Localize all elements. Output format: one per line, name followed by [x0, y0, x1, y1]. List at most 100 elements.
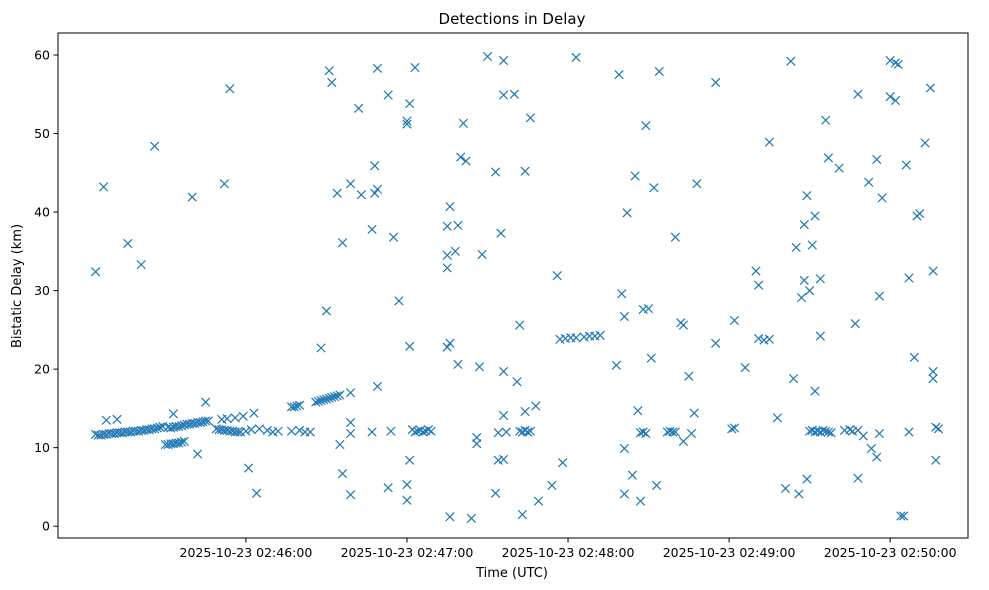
data-point: [123, 238, 133, 249]
data-point: [643, 304, 654, 314]
data-point: [327, 392, 337, 403]
data-point: [313, 396, 324, 406]
data-point: [619, 489, 630, 499]
x-tick-label: 2025-10-23 02:50:00: [824, 545, 957, 560]
data-point: [418, 427, 428, 437]
data-point: [356, 190, 366, 200]
y-tick-label: 50: [34, 126, 50, 141]
data-point: [458, 118, 468, 128]
data-point: [558, 457, 568, 468]
data-point: [872, 154, 882, 165]
data-point: [864, 177, 874, 187]
data-point: [305, 427, 315, 437]
data-point: [354, 103, 364, 114]
data-point: [324, 393, 334, 403]
data-point: [928, 366, 938, 377]
data-point: [187, 192, 197, 202]
data-point: [595, 330, 605, 340]
x-axis-ticks: 2025-10-23 02:46:00 2025-10-23 02:47:00 20…: [180, 538, 957, 560]
data-point: [402, 479, 412, 490]
y-axis-ticks: 0 10 20 30 40 50 60: [34, 47, 58, 534]
data-point: [203, 416, 213, 426]
data-point: [686, 428, 697, 439]
data-point: [112, 414, 122, 425]
data-point: [866, 443, 876, 454]
data-point: [482, 51, 493, 62]
data-point: [176, 421, 187, 431]
data-point: [788, 373, 799, 384]
data-point: [641, 121, 651, 131]
data-point: [402, 495, 412, 505]
y-tick-label: 30: [34, 283, 50, 298]
data-point: [370, 161, 380, 171]
data-point: [630, 171, 640, 181]
data-point: [152, 423, 162, 433]
y-tick-label: 0: [42, 519, 50, 534]
data-point: [512, 377, 522, 387]
data-point: [345, 428, 356, 439]
data-point: [332, 188, 342, 198]
data-point: [461, 156, 471, 166]
data-point: [764, 137, 774, 147]
data-markers: [90, 51, 944, 523]
x-tick-label: 2025-10-23 02:47:00: [341, 545, 474, 560]
data-point: [727, 424, 737, 434]
data-point: [337, 238, 348, 248]
data-point: [383, 483, 393, 493]
data-point: [321, 306, 332, 316]
data-point: [520, 406, 530, 417]
data-point: [619, 443, 630, 454]
data-point: [477, 249, 487, 260]
data-point: [150, 141, 160, 151]
data-point: [176, 437, 187, 447]
data-point: [405, 99, 415, 109]
data-point: [920, 138, 930, 148]
data-point: [466, 513, 477, 523]
data-point: [925, 83, 936, 93]
data-point: [802, 190, 812, 201]
data-point: [292, 401, 302, 411]
data-point: [445, 338, 455, 348]
y-tick-label: 10: [34, 440, 50, 455]
data-point: [201, 416, 211, 426]
data-point: [405, 341, 415, 351]
data-point: [853, 89, 863, 99]
data-point: [711, 338, 721, 348]
data-point: [294, 425, 305, 436]
data-point: [501, 427, 511, 437]
data-point: [850, 318, 860, 329]
data-point: [799, 220, 809, 230]
data-point: [166, 423, 176, 433]
data-point: [219, 179, 230, 189]
data-point: [571, 52, 581, 62]
data-point: [386, 426, 396, 436]
data-point: [858, 431, 868, 441]
data-point: [426, 426, 436, 436]
data-point: [791, 242, 801, 253]
data-point: [136, 260, 146, 270]
data-point: [372, 63, 383, 73]
data-point: [772, 413, 783, 423]
data-point: [670, 427, 681, 437]
data-point: [796, 293, 807, 303]
data-point: [678, 320, 689, 330]
x-tick-label: 2025-10-23 02:48:00: [502, 545, 635, 560]
data-point: [442, 250, 452, 260]
data-point: [332, 391, 342, 401]
data-point: [523, 427, 533, 437]
data-point: [753, 280, 764, 290]
data-point: [525, 113, 536, 123]
data-point: [372, 381, 383, 392]
data-point: [345, 388, 356, 398]
data-point: [174, 421, 184, 432]
data-point: [799, 275, 809, 286]
data-point: [890, 95, 901, 106]
data-point: [931, 422, 941, 432]
data-point: [456, 152, 466, 162]
data-point: [246, 424, 256, 435]
data-point: [823, 427, 834, 437]
data-point: [254, 424, 264, 434]
data-point: [402, 119, 412, 129]
data-point: [651, 480, 662, 491]
data-point: [810, 386, 820, 396]
